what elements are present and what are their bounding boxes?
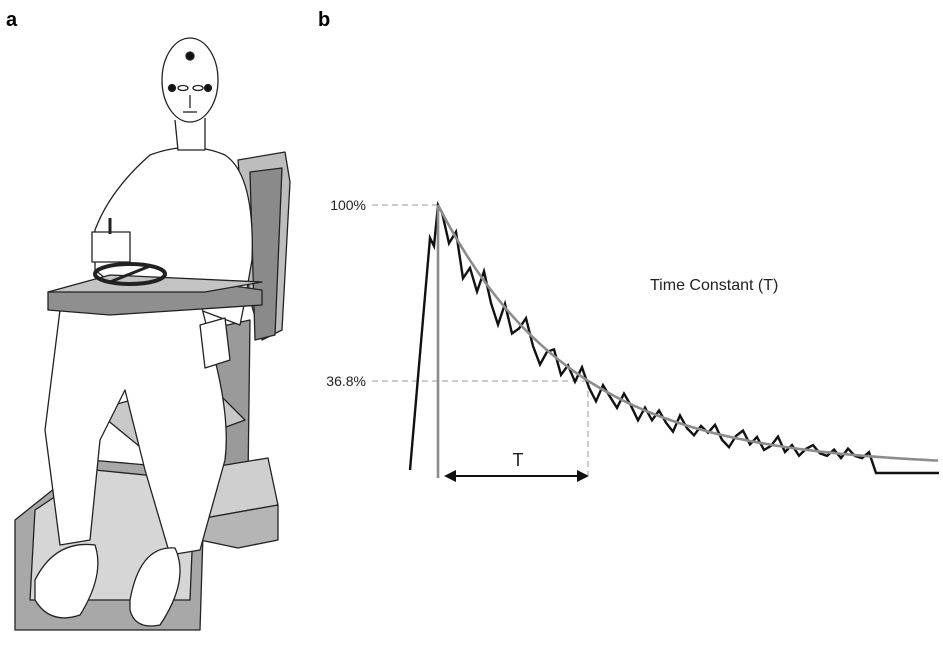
decay-plot: 100% 36.8% T Time Constant (T): [326, 197, 939, 482]
interval-label: T: [513, 450, 524, 470]
panel-label: b: [318, 9, 330, 31]
arrow-head: [444, 470, 456, 482]
arrow-head: [577, 470, 589, 482]
figure: a: [0, 0, 943, 651]
chair-illustration: [15, 38, 290, 630]
panel-label: a: [6, 9, 18, 31]
level-label: 100%: [330, 197, 366, 213]
measured-trace: [410, 205, 939, 473]
annotation: Time Constant (T): [650, 277, 778, 294]
level-label: 36.8%: [326, 373, 366, 389]
page: {"panels": [{"label": "a"}, {"label": "b…: [0, 0, 943, 656]
